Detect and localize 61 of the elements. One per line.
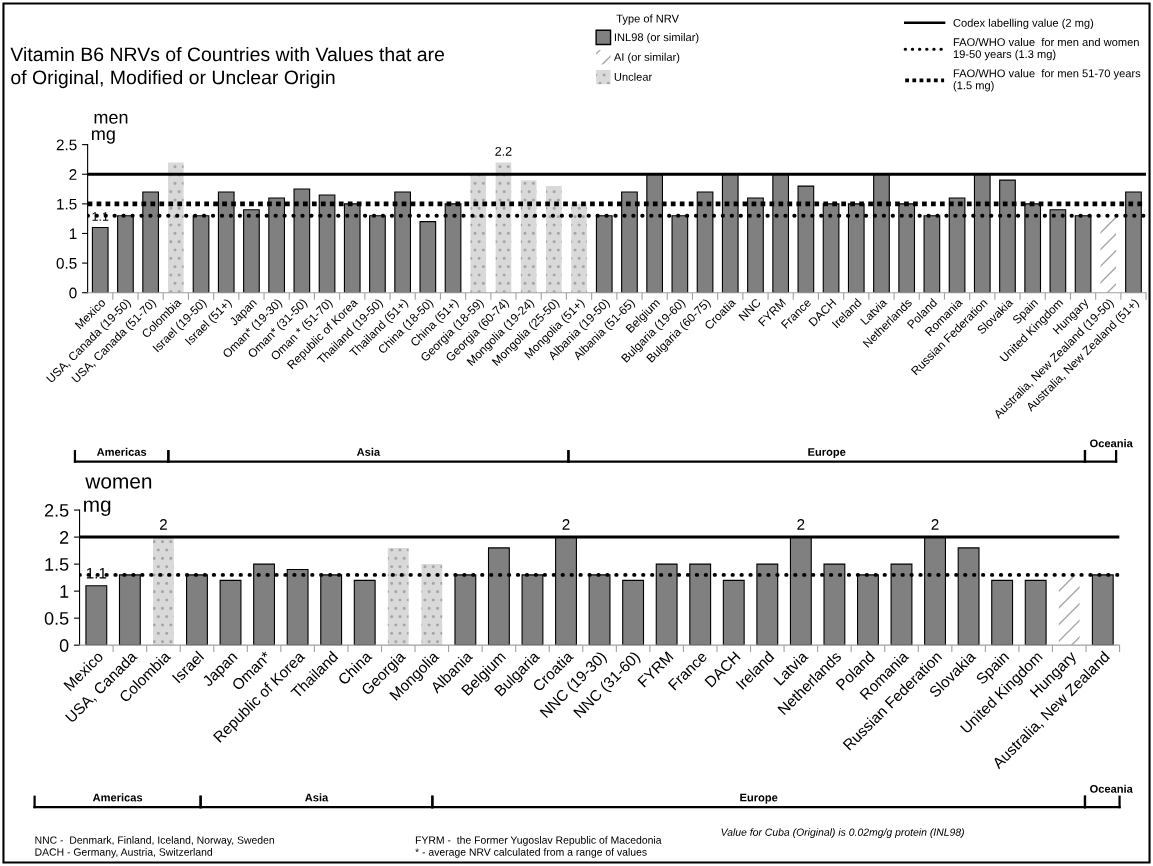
legend-label: FAO/WHO value for men and women 19-50 years (1.3 mg) <box>953 37 1139 61</box>
y-axis-title: mg <box>84 500 111 516</box>
y-tick-label: 1.5 <box>45 558 69 571</box>
y-tick-label: 1 <box>60 585 69 598</box>
legend-label: AI (or similar) <box>613 52 680 64</box>
y-axis-title: mg <box>92 130 115 144</box>
legend-label: INL98 (or similar) <box>614 32 699 44</box>
y-tick-label: 0.5 <box>56 257 77 269</box>
bar <box>571 203 587 293</box>
y-tick-label: 2 <box>69 169 77 180</box>
bar <box>495 162 512 293</box>
bar <box>419 221 437 293</box>
y-tick-label: 2 <box>60 531 69 544</box>
legend-title: Type of NRV <box>616 14 679 25</box>
y-tick-label: 1 <box>69 228 77 240</box>
bar <box>153 537 174 646</box>
y-tick-label: 2.5 <box>44 504 69 517</box>
bar <box>353 579 376 646</box>
text: NNC - Denmark, Finland, Iceland, Norway, Sweden DACH - Germany, Austria, Switzerland <box>35 836 274 858</box>
y-tick-label: 0 <box>69 287 77 299</box>
bar <box>722 579 745 646</box>
bar <box>520 180 537 293</box>
data-label: 2 <box>159 519 167 530</box>
data-label: 2 <box>797 519 805 530</box>
text: Europe <box>808 448 846 459</box>
legend-label: Codex labelling value (2 mg) <box>953 18 1094 30</box>
data-label: 2 <box>562 519 570 530</box>
data-label: 1.1 <box>86 567 107 579</box>
chart-title: Vitamin B6 NRVs of Countries with Values that are of Original, Modified or Unclear Origin <box>10 46 445 89</box>
text: FYRM - the Former Yugoslav Republic of Macedonia * - average NRV calculated from a range of values <box>415 836 662 858</box>
text: Asia <box>356 447 381 456</box>
bar <box>421 564 443 646</box>
bar <box>622 579 645 646</box>
y-tick-label: 1.5 <box>57 198 77 210</box>
legend-label: Unclear <box>614 72 652 81</box>
text: Value for Cuba (Original) is 0.02mg/g protein (INL98) <box>721 828 964 838</box>
data-label: 2.2 <box>495 146 512 156</box>
bar <box>91 226 109 293</box>
bar <box>991 579 1014 646</box>
y-tick-label: 2.5 <box>56 139 77 151</box>
bar <box>1024 579 1047 646</box>
bar <box>219 579 242 646</box>
bar <box>85 585 108 646</box>
chart-subtitle: men <box>94 113 128 124</box>
bar <box>1100 215 1117 293</box>
text: Oceania <box>1090 784 1133 793</box>
text: Oceania <box>1090 439 1133 448</box>
bar <box>387 547 409 646</box>
bar <box>470 174 487 293</box>
data-label: 2 <box>931 519 939 530</box>
y-tick-label: 0 <box>59 639 69 652</box>
chart-title: women <box>85 477 152 489</box>
bar <box>168 162 184 293</box>
y-tick-label: 0.5 <box>44 612 69 625</box>
text: Americas <box>96 447 147 456</box>
text: Asia <box>305 793 329 802</box>
legend-label: FAO/WHO value for men 51-70 years (1.5 mg) <box>953 69 1141 92</box>
bar <box>546 186 562 293</box>
text: Europe <box>740 793 778 804</box>
text: Americas <box>92 793 143 802</box>
bar <box>1058 574 1080 646</box>
